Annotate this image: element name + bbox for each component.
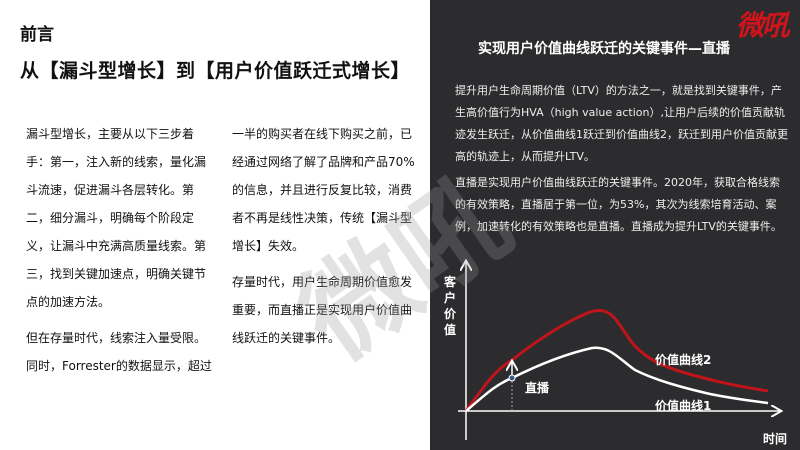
paragraph: 直播是实现用户价值曲线跃迁的关键事件。2020年，获取合格线索的有效策略，直播居…: [455, 176, 782, 233]
logo: 微吼: [735, 9, 790, 42]
text-column-2: 一半的购买者在线下购买之前，已经通过网络了解了品牌和产品70%的信息，并且进行反…: [232, 120, 422, 360]
y-axis-label-char: 户: [444, 290, 456, 305]
left-panel: 前言 从【漏斗型增长】到【用户价值跃迁式增长】 漏斗型增长，主要从以下三步着手：…: [20, 25, 422, 388]
y-axis-label-char: 值: [444, 322, 456, 337]
subheading: 从【漏斗型增长】到【用户价值跃迁式增长】: [20, 60, 411, 82]
panel-title: 实现用户价值曲线跃迁的关键事件—直播: [478, 41, 730, 57]
heading: 前言: [20, 25, 54, 45]
curve-1-label: 价值曲线1: [655, 398, 711, 413]
text-column-1: 漏斗型增长，主要从以下三步着手：第一，注入新的线索，量化漏斗流速，促进漏斗各层转…: [26, 120, 216, 388]
event-point: [508, 374, 516, 382]
paragraph: 一半的购买者在线下购买之前，已经通过网络了解了品牌和产品70%的信息，并且进行反…: [232, 127, 415, 253]
paragraph: 漏斗型增长，主要从以下三步着手：第一，注入新的线索，量化漏斗流速，促进漏斗各层转…: [26, 127, 207, 309]
paragraph: 但在存量时代，线索注入量受限。同时，Forrester的数据显示，超过: [26, 331, 212, 373]
paragraph: 存量时代，用户生命周期价值愈发重要，而直播正是实现用户价值曲线跃迁的关键事件。: [232, 275, 413, 345]
x-axis-label: 时间: [763, 431, 787, 446]
y-axis-label-char: 价: [444, 307, 457, 321]
event-label: 直播: [525, 380, 550, 395]
paragraph: 提升用户生命周期价值（LTV）的方法之一，就是找到关键事件，产生高价值行为HVA…: [455, 84, 788, 163]
value-curve-diagram: 客 户 价 值 时间 价值曲线2 价值曲线1 直播: [443, 0, 787, 446]
y-axis-label-char: 客: [443, 274, 457, 289]
curve-2-label: 价值曲线2: [655, 352, 711, 367]
right-panel: 微吼 实现用户价值曲线跃迁的关键事件—直播 提升用户生命周期价值（LTV）的方法…: [430, 0, 800, 450]
